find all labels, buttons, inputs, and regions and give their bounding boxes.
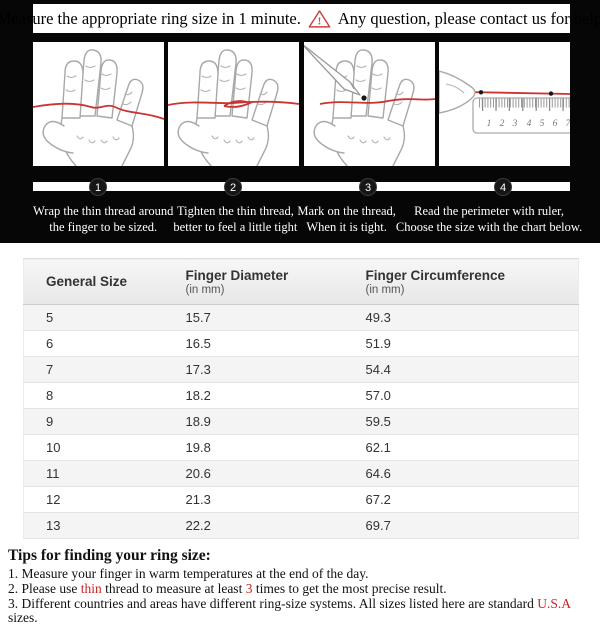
step-badge-2: 2 xyxy=(224,178,242,196)
svg-text:!: ! xyxy=(318,17,322,28)
step-badge-1: 1 xyxy=(89,178,107,196)
table-row: 8 18.2 57.0 xyxy=(23,382,579,409)
step-badge-4: 4 xyxy=(494,178,512,196)
thread-mark-dot xyxy=(361,95,367,101)
thread-ruler-measuring-illustration: 1 2 3 4 5 6 7 xyxy=(438,70,570,134)
col-header-finger-diameter: Finger Diameter (in mm) xyxy=(185,258,366,305)
table-row: 13 22.2 69.7 xyxy=(23,512,579,539)
step-captions: Wrap the thin thread around the finger to… xyxy=(33,203,582,235)
svg-text:2: 2 xyxy=(500,119,505,129)
table-row: 6 16.5 51.9 xyxy=(23,330,579,357)
table-row: 12 21.3 67.2 xyxy=(23,486,579,513)
warning-triangle-icon: ! xyxy=(308,10,331,28)
progress-line xyxy=(33,182,570,191)
table-row: 10 19.8 62.1 xyxy=(23,434,579,461)
tip-3: 3. Different countries and areas have di… xyxy=(8,595,571,626)
banner-title: Measure the appropriate ring size in 1 m… xyxy=(0,4,600,33)
table-header-row: General Size Finger Diameter (in mm) Fin… xyxy=(23,258,579,305)
ruler-icon xyxy=(472,97,570,134)
table-row: 9 18.9 59.5 xyxy=(23,408,579,435)
tips-title: Tips for finding your ring size: xyxy=(8,547,211,564)
svg-text:5: 5 xyxy=(540,119,545,129)
svg-text:3: 3 xyxy=(512,119,518,129)
pinching-finger-icon xyxy=(438,70,476,114)
ruler-numbers: 1 2 3 4 5 6 7 xyxy=(487,119,570,129)
step-caption-1: Wrap the thin thread around the finger to… xyxy=(33,204,174,234)
col-header-general-size: General Size xyxy=(23,258,186,305)
table-row: 5 15.7 49.3 xyxy=(23,304,579,331)
hand-thread-wrapped-illustration xyxy=(33,42,164,166)
step-progress-bar: 1 2 3 4 xyxy=(33,178,570,196)
tip-2: 2. Please use thin thread to measure at … xyxy=(8,580,447,596)
title-text-left: Measure the appropriate ring size in 1 m… xyxy=(0,8,301,28)
thread-mark-dot xyxy=(548,91,554,96)
ring-size-chart: General Size Finger Diameter (in mm) Fin… xyxy=(23,258,579,539)
instruction-banner: Measure the appropriate ring size in 1 m… xyxy=(0,0,600,243)
tips-section: Tips for finding your ring size: 1. Meas… xyxy=(8,547,600,626)
table-row: 7 17.3 54.4 xyxy=(23,356,579,383)
size-table: General Size Finger Diameter (in mm) Fin… xyxy=(23,258,579,539)
table-row: 11 20.6 64.6 xyxy=(23,460,579,487)
illustration-panels: 1 2 3 4 5 6 7 xyxy=(33,42,570,166)
step-caption-3: Mark on the thread, When it is tight. xyxy=(297,204,396,234)
svg-text:6: 6 xyxy=(553,119,558,129)
hand-thread-tightened-illustration xyxy=(168,42,300,166)
title-text-right: Any question, please contact us for help… xyxy=(337,8,600,28)
svg-text:7: 7 xyxy=(566,119,570,129)
step-caption-2: Tighten the thin thread, better to feel a… xyxy=(173,204,298,234)
tip-1: 1. Measure your finger in warm temperatu… xyxy=(8,566,369,581)
panel-step-1 xyxy=(33,42,164,166)
panel-step-3 xyxy=(303,42,435,166)
hand-pen-marking-illustration xyxy=(303,44,435,166)
svg-text:1: 1 xyxy=(487,119,492,129)
step-badge-3: 3 xyxy=(359,178,377,196)
pen-icon xyxy=(303,44,361,96)
panel-step-2 xyxy=(168,42,300,166)
step-caption-4: Read the perimeter with ruler, Choose the… xyxy=(395,204,583,234)
thread-mark-dot xyxy=(478,90,484,95)
svg-text:4: 4 xyxy=(527,119,532,129)
panel-step-4: 1 2 3 4 5 6 7 xyxy=(438,42,570,166)
col-header-finger-circumference: Finger Circumference (in mm) xyxy=(365,258,579,305)
